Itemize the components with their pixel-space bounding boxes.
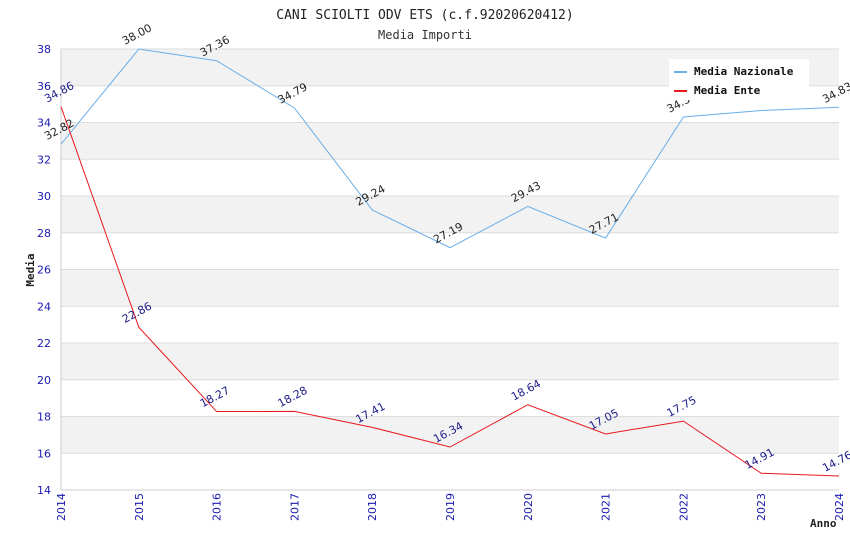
grid-band <box>61 453 839 490</box>
grid-band <box>61 343 839 380</box>
x-tick-label: 2022 <box>677 493 690 521</box>
grid-band <box>61 379 839 417</box>
chart-title: CANI SCIOLTI ODV ETS (c.f.92020620412) <box>276 8 573 23</box>
y-axis-label: Media <box>24 253 37 286</box>
series-line-media-ente <box>60 106 840 477</box>
grid-band <box>61 159 839 196</box>
x-tick-label: 2014 <box>55 493 68 521</box>
x-tick-label: 2019 <box>444 493 457 521</box>
grid-band <box>61 196 839 233</box>
x-tick-label: 2016 <box>211 493 224 521</box>
y-tick-label: 36 <box>37 80 51 93</box>
grid-band <box>61 306 839 343</box>
y-tick-label: 30 <box>37 190 51 203</box>
series-line-media-nazionale <box>60 48 840 249</box>
series-layer <box>60 48 840 477</box>
y-tick-label: 32 <box>37 153 51 166</box>
x-axis-label: Anno <box>810 517 837 530</box>
x-tick-label: 2015 <box>133 493 146 521</box>
legend: Media Nazionale Media Ente <box>669 59 809 100</box>
x-tick-label: 2021 <box>600 493 613 521</box>
y-tick-label: 26 <box>37 264 51 277</box>
x-tick-label: 2024 <box>833 493 846 521</box>
grid-band <box>61 269 839 307</box>
x-tick-label: 2018 <box>366 493 379 521</box>
y-tick-label: 22 <box>37 337 51 350</box>
y-tick-label: 16 <box>37 447 51 460</box>
y-tick-label: 38 <box>37 43 51 56</box>
y-tick-label: 18 <box>37 411 51 424</box>
y-tick-label: 34 <box>37 117 51 130</box>
grid-band <box>61 122 839 160</box>
y-tick-labels: 14 16 18 20 22 24 26 28 30 32 34 36 38 <box>37 43 51 497</box>
legend-label-media-ente: Media Ente <box>694 84 761 97</box>
y-tick-label: 14 <box>37 484 51 497</box>
x-tick-label: 2020 <box>522 493 535 521</box>
x-tick-label: 2017 <box>288 493 301 521</box>
legend-label-media-nazionale: Media Nazionale <box>694 65 794 78</box>
grid-band <box>61 232 839 270</box>
chart-subtitle: Media Importi <box>378 28 472 42</box>
legend-box <box>669 59 809 100</box>
y-tick-label: 28 <box>37 227 51 240</box>
x-tick-label: 2023 <box>755 493 768 521</box>
y-tick-label: 20 <box>37 374 51 387</box>
x-tick-labels: 2014 2015 2016 2017 2018 2019 2020 2021 2022 2023… <box>55 493 846 521</box>
grid-lines <box>61 48 839 491</box>
y-tick-label: 24 <box>37 300 51 313</box>
